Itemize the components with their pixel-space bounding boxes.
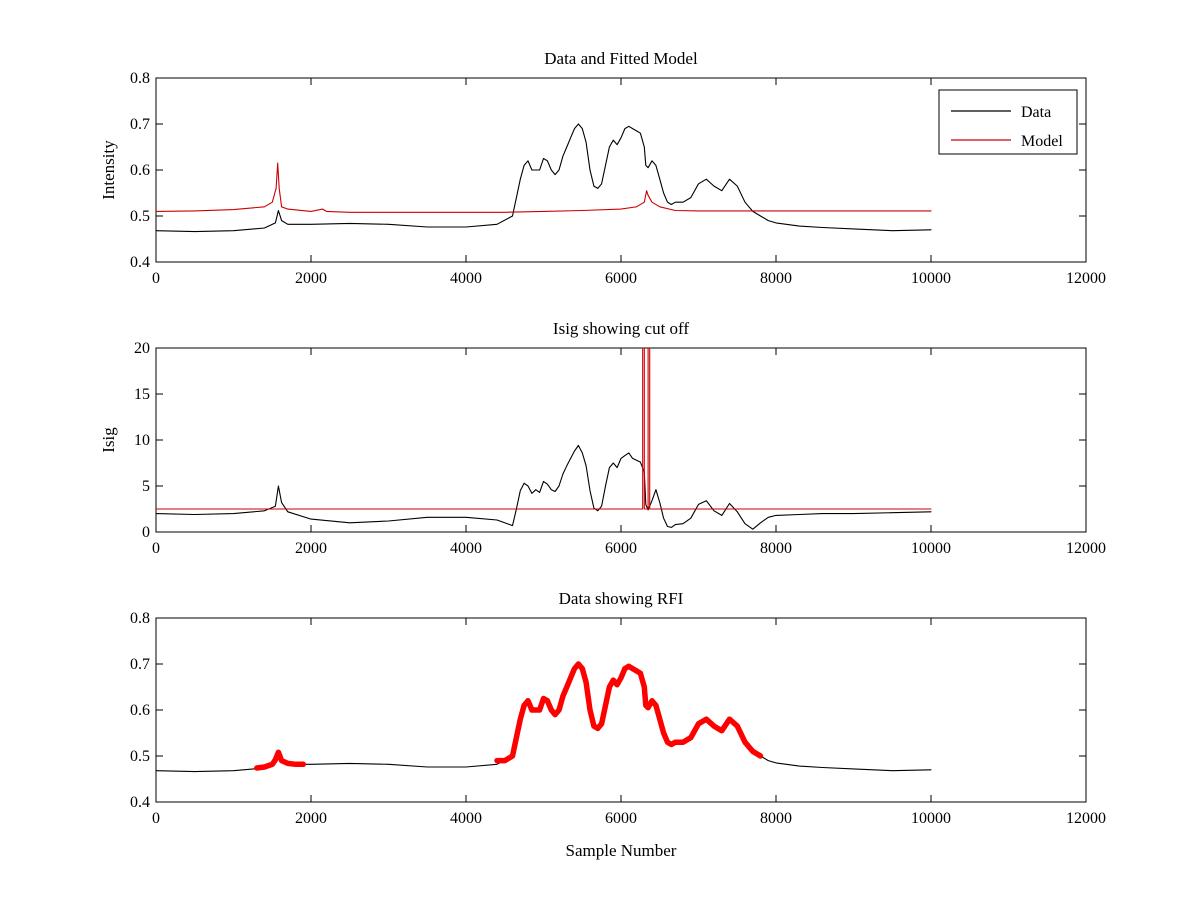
y-tick-label: 15 [134,386,150,403]
series-line-series-2 [494,661,764,764]
x-tick-label: 2000 [295,270,327,287]
y-tick-label: 0.6 [130,702,150,719]
plot-frame [155,347,1087,533]
y-axis-label: Isig [99,427,118,453]
x-tick-label: 6000 [605,810,637,827]
legend-label: Model [1021,133,1063,150]
chart-title: Data showing RFI [559,589,684,608]
legend-label: Data [1021,104,1051,121]
y-tick-label: 10 [134,432,150,449]
legend-box [938,89,1078,155]
chart-title: Isig showing cut off [553,319,689,338]
chart-panel-2: 0 2000 4000 6000 8000 10000 12000 0 5 10 15 20 Isig … [99,319,1106,557]
y-tick-label: 0.8 [130,70,150,87]
x-tick-label: 0 [152,540,160,557]
series-line-series-1 [156,444,932,530]
series-line-data [156,123,932,233]
plot-frame [155,617,1087,803]
x-tick-label: 8000 [760,810,792,827]
series-line-model [156,162,932,213]
x-tick-label: 2000 [295,540,327,557]
y-tick-label: 5 [142,478,150,495]
y-tick-label: 0.4 [130,254,150,271]
x-tick-label: 4000 [450,810,482,827]
plot-frame [155,77,1087,263]
x-tick-label: 8000 [760,540,792,557]
x-tick-label: 6000 [605,540,637,557]
y-tick-label: 0.7 [130,116,150,133]
y-tick-label: 0.5 [130,748,150,765]
y-tick-label: 0.4 [130,794,150,811]
x-tick-label: 0 [152,270,160,287]
y-tick-label: 0.5 [130,208,150,225]
x-tick-label: 8000 [760,270,792,287]
x-tick-label: 4000 [450,540,482,557]
y-tick-label: 0 [142,524,150,541]
series-line-series-2 [156,348,932,510]
chart-title: Data and Fitted Model [544,49,698,68]
x-tick-label: 12000 [1066,810,1106,827]
x-tick-label: 12000 [1066,270,1106,287]
x-tick-label: 10000 [911,810,951,827]
x-tick-label: 4000 [450,270,482,287]
x-axis-label: Sample Number [566,841,677,860]
y-tick-label: 0.6 [130,162,150,179]
y-tick-label: 0.7 [130,656,150,673]
x-tick-label: 12000 [1066,540,1106,557]
legend: Data Model [938,89,1078,155]
x-tick-label: 10000 [911,270,951,287]
x-tick-label: 10000 [911,540,951,557]
chart-panel-1: 0 2000 4000 6000 8000 10000 12000 0.4 0.5 0.6 0.7 0… [99,49,1106,287]
y-axis-label: Intensity [99,140,118,200]
x-tick-label: 0 [152,810,160,827]
series-line-series-2 [254,749,307,771]
x-tick-label: 2000 [295,810,327,827]
x-tick-label: 6000 [605,270,637,287]
y-tick-label: 20 [134,340,150,357]
y-tick-label: 0.8 [130,610,150,627]
chart-panel-3: 0 2000 4000 6000 8000 10000 12000 0.4 0.5 0.6 0.7 0… [130,589,1106,860]
